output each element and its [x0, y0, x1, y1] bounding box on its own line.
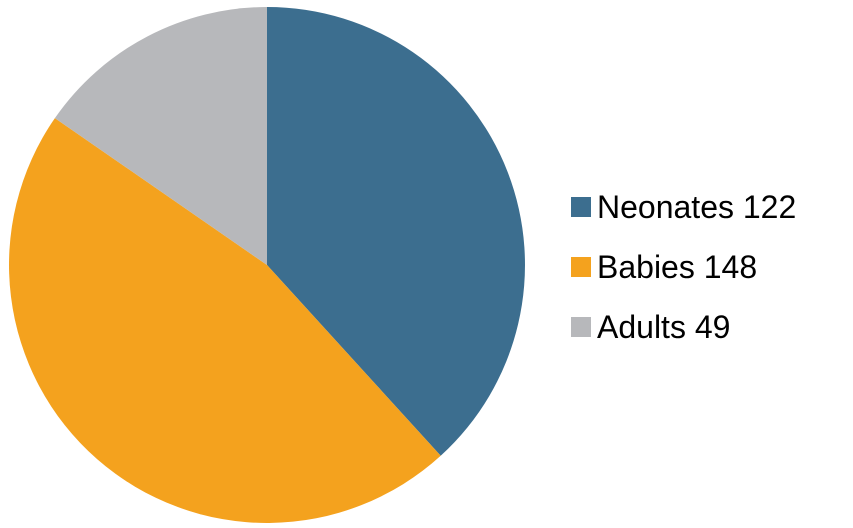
legend-swatch-neonates [571, 197, 591, 217]
legend-label-babies: Babies 148 [597, 249, 757, 285]
legend-swatch-adults [571, 317, 591, 337]
legend-swatch-babies [571, 257, 591, 277]
legend-label-adults: Adults 49 [597, 309, 730, 345]
legend: Neonates 122 Babies 148 Adults 49 [571, 189, 796, 345]
pie-slice-neonates [267, 7, 525, 456]
legend-label-neonates: Neonates 122 [597, 189, 796, 225]
pie-slices [9, 7, 525, 523]
pie-slice-adults [54, 7, 267, 265]
pie-slice-babies [9, 118, 441, 523]
